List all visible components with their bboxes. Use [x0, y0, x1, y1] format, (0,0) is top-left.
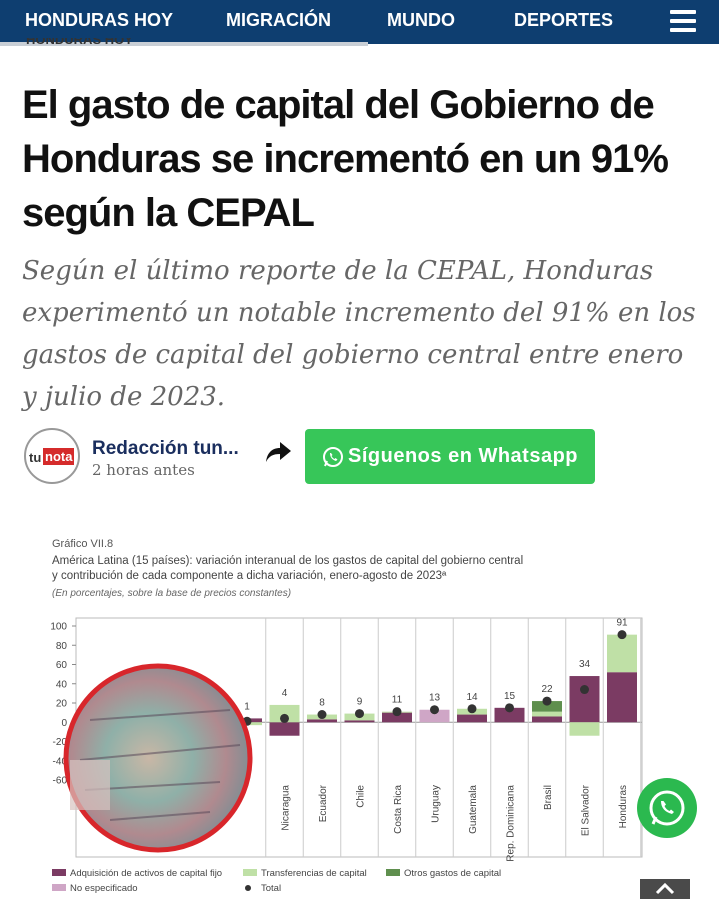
y-tick-label: -40	[53, 756, 68, 767]
bar-segment	[532, 716, 562, 723]
legend-label: Otros gastos de capital	[404, 868, 501, 879]
author[interactable]: Redacción tun...	[92, 438, 239, 459]
total-dot	[392, 707, 402, 717]
whatsapp-icon	[323, 447, 343, 467]
y-tick-label: 100	[50, 622, 67, 633]
photo-overlay	[63, 663, 253, 853]
lede: Según el último reporte de la CEPAL, Hon…	[22, 256, 696, 412]
bar-segment	[382, 712, 412, 723]
bar-segment	[532, 701, 562, 712]
bar-segment	[269, 704, 300, 723]
total-dot	[617, 630, 627, 640]
bar-segment	[419, 709, 450, 723]
legend-label: Total	[261, 883, 281, 894]
y-tick-label: 40	[56, 679, 68, 690]
chart-title: América Latina (15 países): variación in…	[52, 555, 523, 567]
nav-bar: HONDURAS HOY MIGRACIÓN MUNDO DEPORTES	[0, 0, 719, 46]
nav-item[interactable]: HONDURAS HOY	[25, 10, 174, 30]
total-dot	[505, 703, 514, 713]
total-dot	[542, 696, 552, 706]
total-dot	[580, 685, 589, 695]
value-label: 13	[429, 693, 441, 704]
total-dot	[355, 709, 364, 719]
logo-text: tu	[29, 450, 42, 465]
x-tick-label: Ecuador	[318, 784, 329, 822]
bar-segment	[269, 722, 300, 736]
section-tag[interactable]: HONDURAS HOY	[26, 38, 133, 47]
bar-segment	[307, 719, 337, 723]
chart-label: Gráfico VII.8	[52, 538, 113, 550]
button-label: Síguenos en Whatsapp	[348, 445, 579, 467]
legend-swatch	[245, 885, 251, 891]
nav-item[interactable]: MUNDO	[387, 10, 455, 30]
headline: El gasto de capital del Gobierno de Hond…	[22, 83, 669, 235]
value-label: 9	[357, 697, 363, 708]
total-dot	[280, 713, 289, 723]
chart: Gráfico VII.8 América Latina (15 países)…	[50, 538, 643, 894]
value-label: 34	[579, 659, 591, 670]
value-label: 15	[504, 691, 516, 702]
total-dot	[317, 710, 327, 720]
total-dot	[430, 705, 439, 715]
legend-swatch	[52, 884, 66, 891]
bar-segment	[607, 634, 637, 673]
value-label: 14	[466, 692, 478, 703]
legend-label: Transferencias de capital	[261, 868, 367, 879]
value-label: 22	[541, 684, 553, 695]
y-tick-label: 80	[56, 641, 68, 652]
nav-item[interactable]: MIGRACIÓN	[226, 10, 331, 30]
x-tick-label: Rep. Dominicana	[506, 785, 517, 862]
value-label: 4	[282, 688, 288, 699]
bar-segment	[569, 676, 600, 723]
x-tick-label: El Salvador	[581, 784, 592, 836]
x-tick-label: Uruguay	[431, 785, 442, 823]
nav-item[interactable]: DEPORTES	[514, 10, 614, 30]
value-label: 1	[244, 701, 250, 712]
value-label: 91	[616, 618, 628, 629]
legend-label: Adquisición de activos de capital fijo	[70, 868, 222, 879]
whatsapp-float[interactable]	[636, 777, 698, 839]
scroll-top[interactable]	[640, 879, 690, 899]
y-tick-label: 20	[56, 699, 68, 710]
timestamp: 2 horas antes	[92, 461, 195, 479]
legend-swatch	[52, 869, 66, 876]
legend-label: No especificado	[70, 883, 138, 894]
share-icon[interactable]	[264, 440, 292, 464]
bar-segment	[569, 722, 600, 736]
nav-indicator	[0, 42, 368, 46]
bar-segment	[607, 672, 637, 723]
y-tick-label: 0	[61, 718, 67, 729]
bar-segment	[457, 714, 487, 723]
x-tick-label: Brasil	[543, 785, 554, 810]
logo-text: nota	[43, 448, 75, 465]
bar-segment	[494, 707, 525, 723]
x-tick-label: Costa Rica	[393, 785, 404, 834]
legend-swatch	[243, 869, 257, 876]
x-tick-label: Guatemala	[468, 785, 479, 834]
value-label: 8	[319, 698, 325, 709]
bar-segment	[344, 720, 375, 723]
chart-title: y contribución de cada componente a dich…	[52, 570, 447, 582]
chart-note: (En porcentajes, sobre la base de precio…	[52, 588, 291, 599]
value-label: 11	[392, 695, 403, 706]
y-tick-label: -20	[53, 737, 68, 748]
y-tick-label: 60	[56, 660, 68, 671]
x-tick-label: Honduras	[618, 785, 629, 828]
x-tick-label: Chile	[356, 785, 367, 808]
bar-segment	[532, 711, 562, 717]
y-tick-label: -60	[53, 776, 68, 787]
author-logo[interactable]: tu nota	[24, 428, 80, 484]
total-dot	[467, 704, 477, 714]
menu-button[interactable]	[670, 10, 696, 37]
whatsapp-button[interactable]: Síguenos en Whatsapp	[305, 429, 595, 484]
legend-swatch	[386, 869, 400, 876]
x-tick-label: Nicaragua	[281, 785, 292, 831]
